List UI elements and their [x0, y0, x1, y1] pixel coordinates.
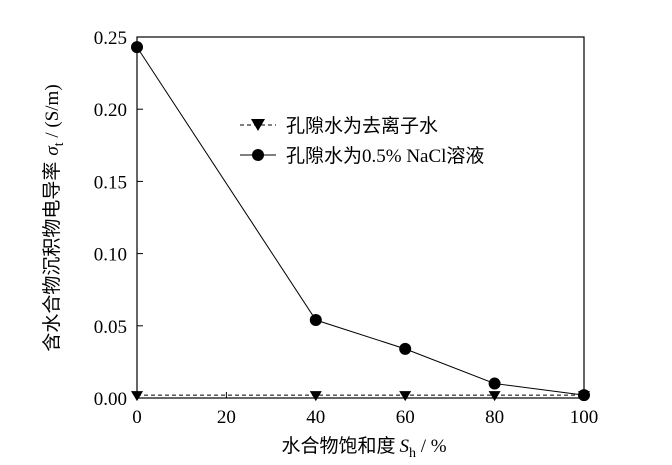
y-axis: 0.00 0.05 0.10 0.15 0.20 0.25: [94, 28, 143, 410]
y-tick-label: 0.10: [94, 245, 127, 266]
x-tick-label: 0: [132, 407, 142, 428]
y-tick-label: 0.05: [94, 317, 127, 338]
series-layer: [131, 41, 590, 402]
y-axis-title-text: 含水合物沉积物电导率: [41, 162, 63, 352]
x-axis-symbol: S: [399, 436, 409, 457]
legend-circle-marker: [252, 149, 264, 161]
legend-item-deionized-water: 孔隙水为去离子水: [240, 115, 438, 137]
legend-item-nacl-solution: 孔隙水为0.5% NaCl溶液: [240, 145, 484, 167]
y-tick-label: 0.15: [94, 172, 127, 193]
y-tick-label: 0.25: [94, 28, 127, 49]
x-axis-subscript: h: [409, 446, 416, 461]
x-tick-label: 20: [217, 407, 236, 428]
y-axis-title: 含水合物沉积物电导率 σt / (S/m): [41, 84, 67, 351]
plot-frame: [136, 36, 585, 399]
x-tick-label: 80: [485, 407, 504, 428]
series-line-1: [136, 46, 585, 396]
data-point-circle: [399, 342, 412, 355]
plot-area-border: [136, 36, 585, 399]
y-tick-label: 0.20: [94, 100, 127, 121]
data-point-circle: [488, 377, 501, 390]
legend-label-deionized-water: 孔隙水为去离子水: [286, 115, 438, 137]
x-axis-title-text: 水合物饱和度: [281, 435, 395, 457]
y-axis-unit: / (S/m): [42, 84, 63, 142]
x-tick-label: 40: [306, 407, 325, 428]
legend-triangle-marker: [251, 119, 265, 131]
y-axis-subscript: t: [52, 142, 67, 146]
y-axis-symbol: σ: [42, 146, 63, 156]
x-axis: 0 20 40 60 80 100: [132, 392, 598, 428]
data-point-circle: [131, 41, 143, 54]
y-tick-label: 0.00: [94, 389, 127, 410]
legend: 孔隙水为去离子水 孔隙水为0.5% NaCl溶液: [240, 115, 484, 167]
data-point-circle: [309, 314, 322, 327]
x-tick-label: 100: [570, 407, 599, 428]
x-axis-unit: / %: [416, 436, 447, 457]
legend-label-nacl-solution: 孔隙水为0.5% NaCl溶液: [286, 145, 484, 167]
x-tick-label: 60: [396, 407, 415, 428]
x-axis-title: 水合物饱和度 Sh / %: [281, 435, 446, 461]
